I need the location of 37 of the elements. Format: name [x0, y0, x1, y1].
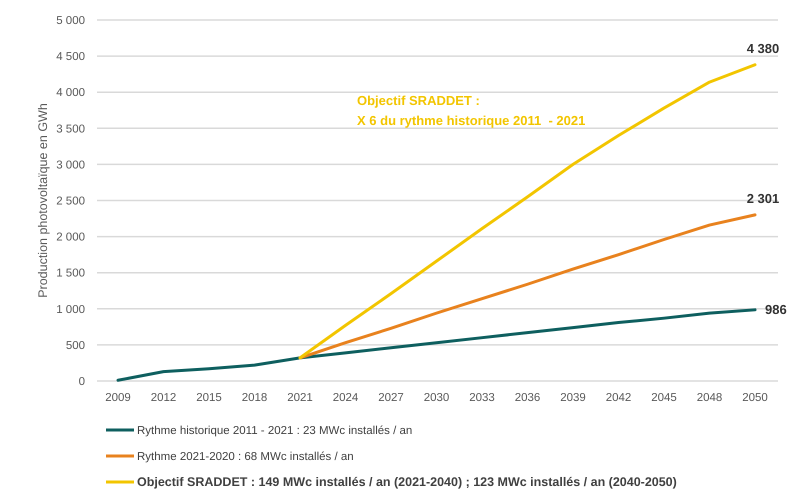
y-axis-title: Production photovoltaïque en GWh [36, 103, 50, 298]
x-tick-label: 2027 [378, 392, 404, 404]
line-series [116, 308, 756, 382]
y-tick-label: 2 000 [56, 232, 85, 244]
x-tick-label: 2048 [696, 392, 722, 404]
x-tick-label: 2036 [514, 392, 540, 404]
y-tick-label: 5 000 [56, 15, 85, 27]
line-series [298, 63, 756, 360]
y-tick-label: 1 500 [56, 268, 85, 280]
y-tick-label: 3 500 [56, 123, 85, 136]
y-tick-label: 3 000 [56, 159, 85, 172]
y-tick-label: 4 000 [56, 87, 85, 100]
annotation: Objectif SRADDET : X 6 du rythme historique 2011 - 2021 [357, 93, 586, 128]
y-tick-label: 500 [66, 340, 85, 352]
x-tick-label: 2042 [606, 392, 632, 404]
y-tick-label: 1 000 [56, 304, 85, 316]
x-tick-label: 2050 [742, 392, 768, 404]
data-label: 986 [765, 302, 787, 317]
x-tick-label: 2015 [196, 392, 222, 404]
legend-label: Rythme historique 2011 - 2021 : 23 MWc installés / an [137, 425, 412, 437]
legend-label: Rythme 2021-2020 : 68 MWc installés / an [137, 451, 354, 463]
x-tick-label: 2045 [651, 392, 677, 404]
y-tick-label: 4 500 [56, 51, 85, 64]
x-tick-label: 2030 [424, 392, 450, 404]
x-tick-label: 2021 [287, 392, 313, 404]
y-tick-label: 0 [78, 376, 85, 388]
x-tick-label: 2012 [150, 392, 176, 404]
data-label: 2 301 [746, 190, 780, 206]
x-tick-label: 2009 [105, 392, 131, 404]
legend-label: Objectif SRADDET : 149 MWc installés / an (2021-2040) ; 123 MWc installés / an (2040-2050) [137, 475, 677, 489]
x-tick-label: 2039 [560, 392, 586, 404]
line-series [298, 213, 756, 360]
data-label: 4 380 [746, 40, 780, 56]
x-tick-label: 2018 [242, 392, 268, 404]
x-tick-label: 2033 [469, 392, 495, 404]
y-tick-label: 2 500 [56, 196, 85, 208]
x-tick-label: 2024 [332, 392, 359, 404]
